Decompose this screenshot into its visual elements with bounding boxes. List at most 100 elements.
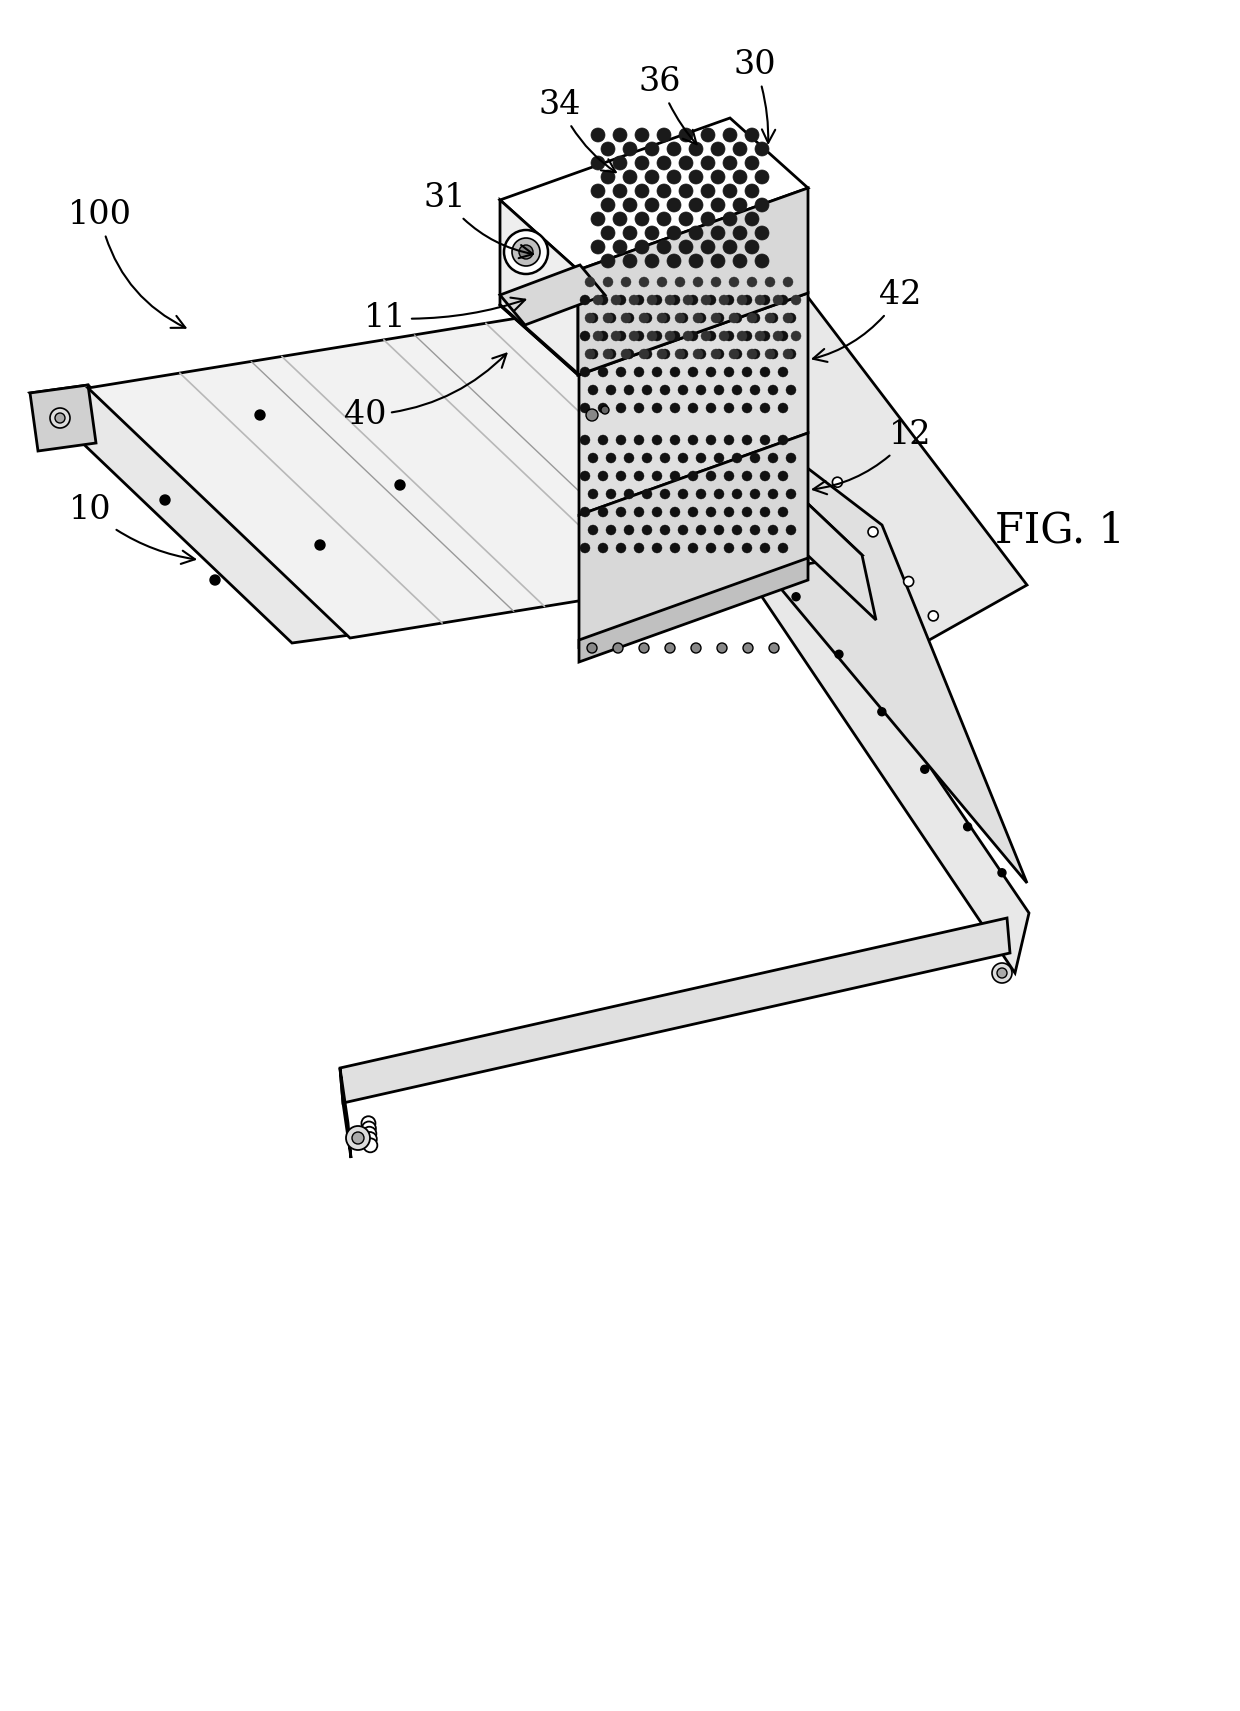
Circle shape	[782, 313, 794, 323]
Circle shape	[634, 294, 644, 305]
Circle shape	[765, 277, 775, 287]
Circle shape	[591, 212, 605, 226]
Circle shape	[724, 506, 734, 517]
Circle shape	[711, 169, 725, 185]
Circle shape	[689, 226, 703, 240]
Circle shape	[688, 294, 698, 305]
Circle shape	[645, 142, 658, 156]
Circle shape	[642, 349, 652, 359]
Circle shape	[701, 240, 715, 253]
Circle shape	[688, 330, 698, 340]
Circle shape	[624, 525, 634, 536]
Circle shape	[680, 212, 693, 226]
Circle shape	[634, 366, 644, 376]
Circle shape	[678, 489, 688, 500]
Circle shape	[675, 277, 684, 287]
Circle shape	[742, 471, 751, 481]
Circle shape	[613, 128, 627, 142]
Polygon shape	[500, 200, 578, 375]
Circle shape	[580, 404, 590, 412]
Circle shape	[660, 385, 670, 395]
Circle shape	[624, 453, 634, 464]
Polygon shape	[500, 265, 605, 325]
Circle shape	[997, 968, 1007, 979]
Polygon shape	[593, 226, 768, 358]
Circle shape	[503, 229, 548, 274]
Circle shape	[777, 366, 787, 376]
Circle shape	[742, 435, 751, 445]
Circle shape	[760, 366, 770, 376]
Circle shape	[723, 185, 737, 198]
Circle shape	[639, 643, 649, 654]
Circle shape	[657, 313, 667, 323]
Circle shape	[616, 471, 626, 481]
Circle shape	[719, 294, 729, 305]
Circle shape	[678, 525, 688, 536]
Circle shape	[613, 643, 622, 654]
Circle shape	[652, 471, 662, 481]
Circle shape	[667, 169, 681, 185]
Circle shape	[755, 330, 765, 340]
Circle shape	[760, 330, 770, 340]
Circle shape	[693, 277, 703, 287]
Circle shape	[746, 277, 756, 287]
Circle shape	[601, 226, 615, 240]
Circle shape	[660, 489, 670, 500]
Circle shape	[591, 240, 605, 253]
Circle shape	[634, 435, 644, 445]
Circle shape	[606, 385, 616, 395]
Text: 30: 30	[734, 50, 776, 144]
Circle shape	[593, 330, 603, 340]
Polygon shape	[340, 1068, 351, 1158]
Circle shape	[760, 471, 770, 481]
Circle shape	[601, 169, 615, 185]
Circle shape	[616, 435, 626, 445]
Circle shape	[665, 643, 675, 654]
Circle shape	[634, 542, 644, 553]
Text: FIG. 1: FIG. 1	[996, 508, 1125, 551]
Circle shape	[794, 424, 804, 433]
Circle shape	[777, 471, 787, 481]
Circle shape	[598, 542, 608, 553]
Circle shape	[598, 404, 608, 412]
Circle shape	[732, 489, 742, 500]
Circle shape	[688, 471, 698, 481]
Circle shape	[724, 542, 734, 553]
Circle shape	[667, 253, 681, 269]
Circle shape	[963, 823, 972, 832]
Circle shape	[601, 142, 615, 156]
Circle shape	[755, 169, 769, 185]
Text: 34: 34	[539, 89, 616, 173]
Circle shape	[616, 542, 626, 553]
Circle shape	[585, 313, 595, 323]
Circle shape	[732, 349, 742, 359]
Circle shape	[613, 240, 627, 253]
Circle shape	[634, 404, 644, 412]
Circle shape	[750, 525, 760, 536]
Circle shape	[904, 577, 914, 587]
Circle shape	[724, 330, 734, 340]
Circle shape	[652, 404, 662, 412]
Circle shape	[714, 349, 724, 359]
Circle shape	[868, 527, 878, 537]
Circle shape	[706, 294, 715, 305]
Circle shape	[629, 330, 639, 340]
Circle shape	[724, 366, 734, 376]
Text: 36: 36	[639, 67, 697, 144]
Circle shape	[670, 404, 680, 412]
Circle shape	[645, 253, 658, 269]
Circle shape	[670, 506, 680, 517]
Circle shape	[657, 212, 671, 226]
Circle shape	[777, 506, 787, 517]
Circle shape	[635, 212, 649, 226]
Circle shape	[755, 198, 769, 212]
Circle shape	[768, 349, 777, 359]
Circle shape	[742, 330, 751, 340]
Circle shape	[701, 128, 715, 142]
Circle shape	[773, 330, 782, 340]
Circle shape	[520, 245, 533, 258]
Polygon shape	[579, 293, 808, 515]
Circle shape	[635, 185, 649, 198]
Circle shape	[733, 142, 746, 156]
Circle shape	[742, 542, 751, 553]
